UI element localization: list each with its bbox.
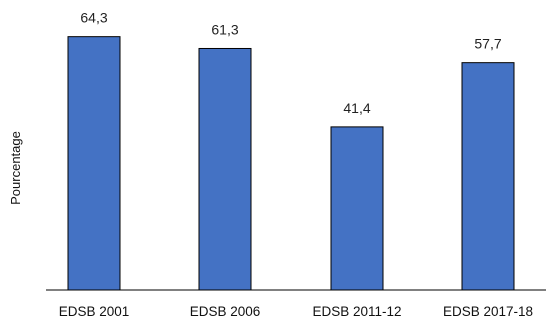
data-labels-group: 64,3 61,3 41,4 57,7 xyxy=(80,10,501,116)
data-label-2: 61,3 xyxy=(211,21,238,37)
bars-group xyxy=(67,36,515,291)
y-axis-title: Pourcentage xyxy=(8,131,23,205)
bar-3 xyxy=(330,126,384,291)
x-tick-label-3: EDSB 2011-12 xyxy=(312,304,401,319)
x-tick-label-2: EDSB 2006 xyxy=(190,304,261,319)
bar-1 xyxy=(67,36,121,291)
data-label-4: 57,7 xyxy=(474,36,501,52)
x-tick-labels-group: EDSB 2001 EDSB 2006 EDSB 2011-12 EDSB 2017-… xyxy=(59,304,533,319)
bar-2 xyxy=(198,47,252,291)
data-label-3: 41,4 xyxy=(343,100,370,116)
bar-4 xyxy=(461,62,515,291)
x-tick-label-1: EDSB 2001 xyxy=(59,304,130,319)
data-label-1: 64,3 xyxy=(80,10,107,26)
x-tick-label-4: EDSB 2017-18 xyxy=(443,304,533,319)
